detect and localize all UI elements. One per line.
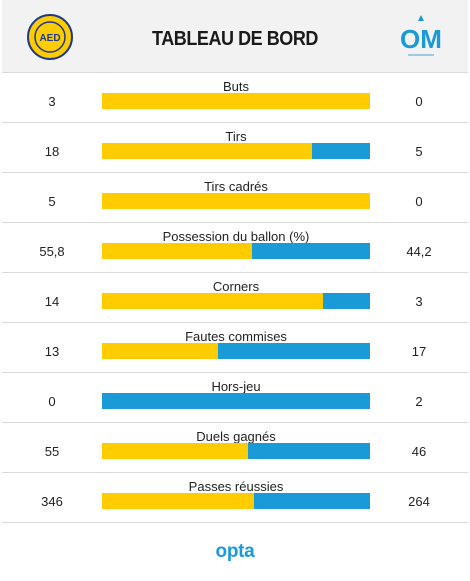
home-value: 55,8	[39, 244, 65, 259]
stat-label: Hors-jeu	[211, 379, 261, 394]
comparison-bar	[102, 293, 370, 309]
home-value: 18	[44, 144, 60, 159]
stat-row: Possession du ballon (%) 55,8 44,2	[2, 223, 468, 273]
comparison-bar	[102, 243, 370, 259]
home-team-logo: AED	[27, 14, 73, 60]
comparison-bar	[102, 93, 370, 109]
stat-label: Buts	[222, 79, 249, 94]
stat-row: Buts 3 0	[2, 73, 468, 123]
home-value: 13	[44, 344, 60, 359]
board-header: AED TABLEAU DE BORD OM	[2, 0, 468, 73]
stat-row: Tirs 18 5	[2, 123, 468, 173]
away-value: 5	[415, 144, 423, 159]
comparison-bar	[102, 343, 370, 359]
home-share-fill	[102, 343, 219, 359]
home-value: 55	[44, 444, 60, 459]
stat-label: Duels gagnés	[196, 429, 276, 444]
comparison-bar	[102, 193, 370, 209]
home-value: 14	[44, 294, 60, 309]
home-logo-letters: AED	[39, 33, 60, 44]
comparison-bar	[102, 493, 370, 509]
away-team-logo: OM	[400, 15, 442, 56]
comparison-bar	[102, 143, 370, 159]
home-share-fill	[102, 243, 252, 259]
stat-label: Fautes commises	[185, 329, 287, 344]
home-share-fill	[102, 143, 312, 159]
home-share-fill	[102, 93, 370, 109]
home-share-fill	[102, 443, 248, 459]
stat-row: Fautes commises 13 17	[2, 323, 468, 373]
away-value: 3	[415, 294, 423, 309]
away-value: 2	[415, 394, 423, 409]
home-share-fill	[102, 493, 254, 509]
away-logo-letters: OM	[400, 24, 442, 54]
stat-row: Passes réussies 346 264	[2, 473, 468, 523]
stat-label: Possession du ballon (%)	[162, 229, 310, 244]
away-value: 264	[408, 494, 430, 509]
stat-label: Passes réussies	[188, 479, 284, 494]
home-share-fill	[102, 293, 323, 309]
comparison-bar	[102, 393, 370, 409]
page-title: TABLEAU DE BORD	[152, 28, 318, 50]
stat-row: Hors-jeu 0 2	[2, 373, 468, 423]
opta-logo: opta	[215, 541, 255, 562]
away-value: 0	[415, 194, 423, 209]
home-value: 3	[48, 94, 56, 109]
home-share-fill	[102, 193, 370, 209]
stat-row: Corners 14 3	[2, 273, 468, 323]
stats-list: Buts 3 0 Tirs 18 5 Tirs cadrés 5 0 Possession du …	[2, 73, 468, 523]
stat-label: Tirs cadrés	[204, 179, 268, 194]
stat-row: Tirs cadrés 5 0	[2, 173, 468, 223]
away-value: 17	[411, 344, 427, 359]
stat-row: Duels gagnés 55 46	[2, 423, 468, 473]
away-value: 0	[415, 94, 423, 109]
away-value: 44,2	[406, 244, 432, 259]
home-value: 346	[41, 494, 63, 509]
stat-label: Tirs	[225, 129, 247, 144]
home-value: 0	[48, 394, 56, 409]
comparison-bar	[102, 443, 370, 459]
away-value: 46	[411, 444, 427, 459]
stat-label: Corners	[212, 279, 260, 294]
board-footer: opta	[2, 523, 468, 581]
home-value: 5	[48, 194, 56, 209]
